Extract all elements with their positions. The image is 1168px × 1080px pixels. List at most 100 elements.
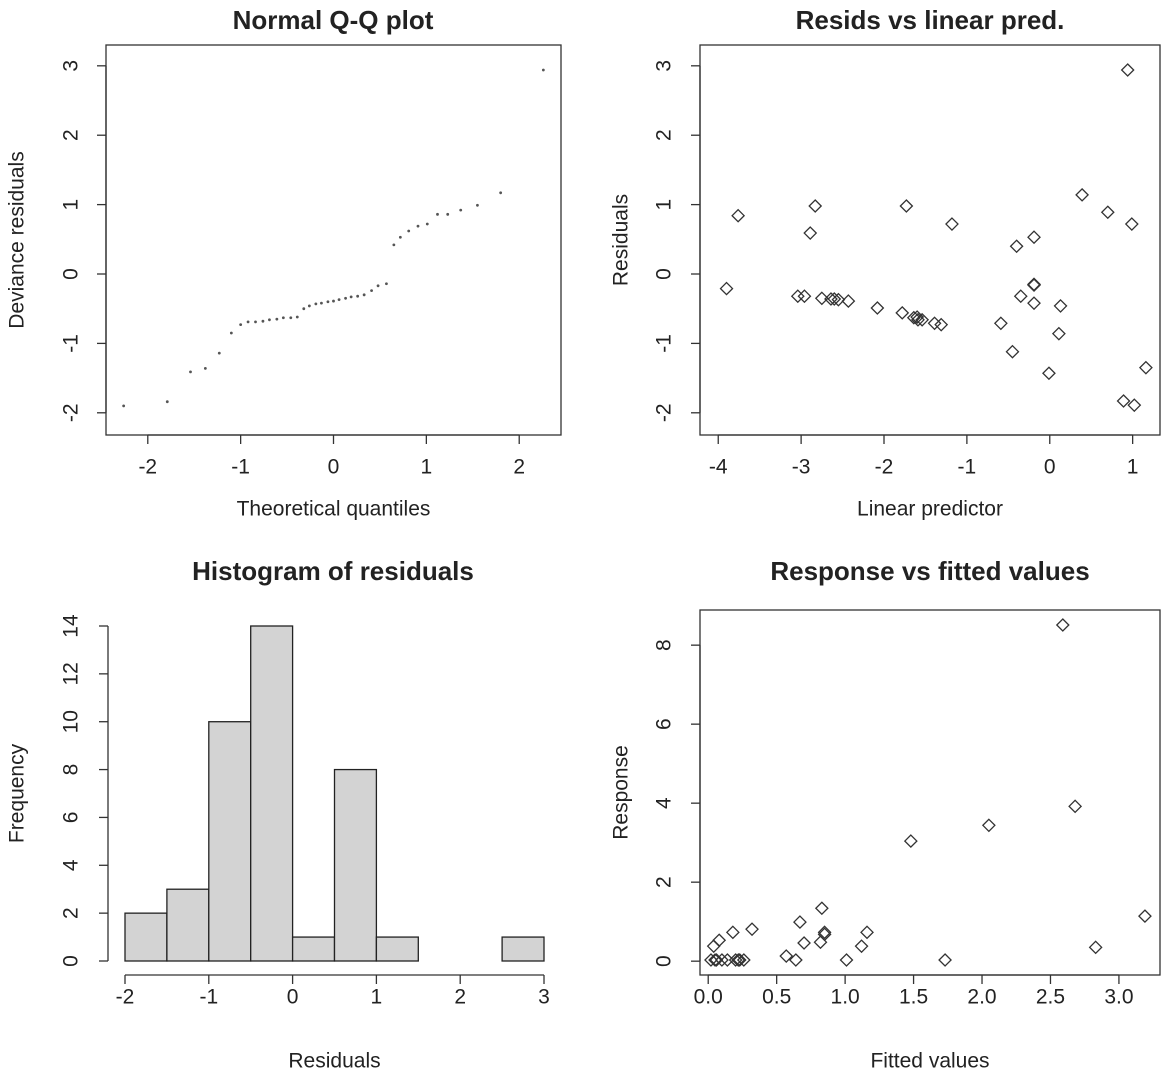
point (1009, 239, 1024, 254)
y-tick-label: 6 (60, 812, 83, 824)
point (790, 289, 805, 304)
y-axis-label: Residuals (610, 194, 633, 286)
point (1027, 278, 1041, 293)
x-tick-label: 1.5 (899, 986, 928, 1009)
y-axis-label: Response (610, 745, 633, 840)
point (1068, 799, 1083, 814)
point (541, 68, 545, 72)
x-tick-label: 2 (513, 456, 525, 479)
point (314, 302, 318, 306)
point (246, 320, 250, 324)
y-tick-label: 12 (60, 662, 83, 685)
plot-box (699, 609, 1161, 976)
x-tick-label: 1 (371, 986, 383, 1009)
bar (250, 625, 294, 962)
y-axis-label: Frequency (6, 743, 29, 843)
point (725, 925, 740, 940)
point (165, 400, 169, 404)
x-tick-label: 2 (454, 986, 466, 1009)
point (906, 310, 921, 325)
point (808, 199, 823, 213)
point (217, 351, 221, 355)
x-tick-label: 0 (1044, 456, 1056, 479)
point (385, 282, 388, 286)
y-axis-label: Deviance residuals (6, 151, 29, 328)
x-axis-label: Fitted values (870, 1050, 989, 1073)
point (436, 212, 439, 216)
point (370, 289, 373, 293)
point (854, 939, 869, 954)
point (1055, 618, 1070, 632)
y-tick-label: -1 (60, 334, 83, 353)
y-tick-label: 4 (60, 859, 83, 871)
y-tick-label: 3 (653, 60, 676, 72)
point (1100, 205, 1115, 220)
x-tick-label: 2.5 (1036, 986, 1065, 1009)
point (814, 901, 829, 916)
panel-title: Resids vs linear pred. (796, 5, 1065, 35)
point (814, 291, 829, 306)
point (203, 366, 207, 370)
point (712, 933, 727, 948)
y-tick-label: 14 (60, 614, 83, 638)
y-tick-label: -2 (60, 403, 83, 422)
point (344, 296, 347, 300)
point (392, 243, 396, 247)
bar (501, 936, 545, 962)
y-tick-label: 0 (653, 268, 676, 280)
x-tick-label: -1 (199, 986, 218, 1009)
point (903, 834, 918, 849)
y-tick-label: 0 (60, 268, 83, 280)
point (709, 953, 724, 967)
point (1013, 289, 1028, 304)
x-tick-label: -1 (958, 456, 977, 479)
point (307, 304, 311, 308)
x-tick-label: 1 (421, 456, 433, 479)
point (332, 299, 335, 303)
panel-title: Normal Q-Q plot (233, 5, 434, 35)
point (817, 927, 832, 942)
x-tick-label: -4 (709, 456, 728, 479)
point (1027, 296, 1041, 311)
point (731, 953, 746, 967)
y-tick-label: 6 (653, 718, 676, 730)
x-tick-label: -2 (138, 456, 157, 479)
point (398, 235, 402, 239)
point (745, 922, 759, 937)
point (860, 925, 874, 940)
point (275, 317, 279, 321)
point (899, 199, 914, 213)
point (499, 191, 503, 195)
y-tick-label: 1 (60, 199, 83, 211)
y-tick-label: 0 (60, 955, 83, 967)
point (714, 953, 729, 967)
x-tick-label: 0.0 (694, 986, 723, 1009)
point (376, 284, 380, 288)
point (239, 323, 243, 327)
point (841, 294, 856, 308)
x-tick-label: -2 (116, 986, 135, 1009)
point (349, 295, 353, 299)
point (870, 301, 885, 315)
point (831, 292, 846, 307)
point (356, 294, 360, 298)
point (261, 319, 265, 323)
point (446, 212, 450, 216)
point (362, 293, 366, 297)
point (122, 404, 126, 408)
point (289, 316, 293, 320)
point (1053, 299, 1068, 313)
x-tick-label: 1 (1127, 456, 1139, 479)
point (1120, 63, 1135, 77)
point (938, 953, 952, 967)
point (827, 292, 842, 306)
x-axis-label: Residuals (288, 1050, 380, 1073)
panel-title: Response vs fitted values (770, 556, 1089, 586)
y-tick-label: -2 (653, 403, 676, 422)
x-axis-label: Theoretical quantiles (237, 498, 431, 521)
x-tick-label: 0 (328, 456, 340, 479)
point (736, 953, 751, 967)
point (779, 949, 794, 963)
point (1051, 326, 1066, 341)
